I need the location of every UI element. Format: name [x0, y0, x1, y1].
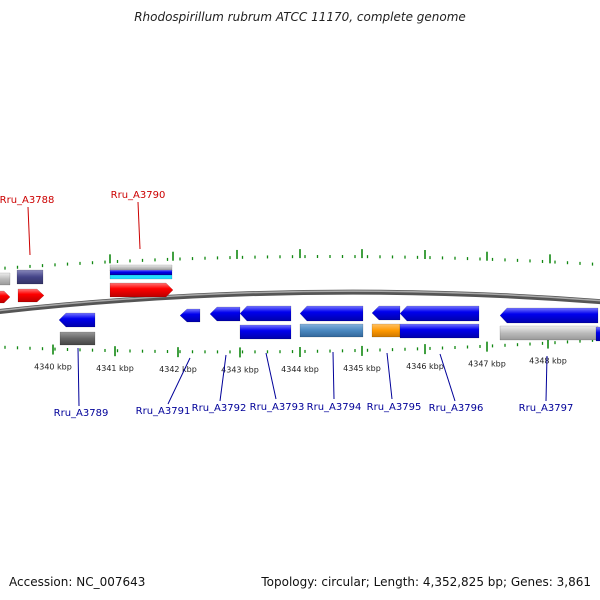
tick-label: 4345 kbp — [343, 364, 381, 373]
tick-label: 4346 kbp — [406, 362, 444, 371]
gene-leader-line — [27, 206, 31, 256]
tick-label: 4347 kbp — [468, 360, 506, 369]
gene-feature[interactable] — [0, 272, 11, 286]
gene-feature[interactable] — [371, 305, 401, 321]
tick-label: 4340 kbp — [34, 363, 72, 372]
gene-label[interactable]: Rru_A3797 — [519, 403, 574, 414]
genome-summary-text: Topology: circular; Length: 4,352,825 bp… — [261, 575, 591, 589]
gene-leader-line — [167, 357, 191, 405]
gene-label[interactable]: Rru_A3788 — [0, 195, 54, 206]
genome-backbone — [0, 289, 600, 314]
accession-text: Accession: NC_007643 — [9, 575, 146, 589]
gene-feature[interactable] — [0, 290, 11, 304]
gene-feature[interactable] — [109, 282, 174, 298]
gene-label[interactable]: Rru_A3793 — [250, 402, 305, 413]
gene-label[interactable]: Rru_A3796 — [429, 403, 484, 414]
genome-title: Rhodospirillum rubrum ATCC 11170, comple… — [134, 10, 466, 24]
gene-label[interactable]: Rru_A3789 — [54, 408, 109, 419]
tick-layer: 4340 kbp 4341 kbp 4342 kbp 4343 kbp 4344 kbp… — [4, 249, 594, 374]
tick-label: 4342 kbp — [159, 365, 197, 374]
gene-feature[interactable] — [595, 326, 600, 342]
gene-feature[interactable] — [109, 274, 173, 280]
gene-leader-line — [545, 355, 548, 402]
tick-label: 4348 kbp — [529, 357, 567, 366]
gene-leader-line — [77, 347, 80, 407]
tick-label: 4341 kbp — [96, 364, 134, 373]
gene-leader-line — [332, 351, 335, 400]
gene-feature[interactable] — [399, 305, 480, 322]
gene-leader-line — [219, 354, 227, 402]
tick-label: 4344 kbp — [281, 365, 319, 374]
gene-feature[interactable] — [299, 305, 364, 322]
gene-feature[interactable] — [59, 331, 96, 346]
gene-feature[interactable] — [299, 323, 364, 338]
gene-layer — [0, 264, 600, 346]
gene-label[interactable]: Rru_A3792 — [192, 403, 247, 414]
gene-feature[interactable] — [399, 323, 480, 339]
gene-feature[interactable] — [109, 269, 173, 276]
gene-label[interactable]: Rru_A3794 — [307, 402, 362, 413]
gene-feature[interactable] — [499, 325, 599, 341]
tick-label: 4343 kbp — [221, 365, 259, 374]
gene-feature[interactable] — [239, 324, 292, 340]
gene-feature[interactable] — [499, 307, 599, 324]
gene-label[interactable]: Rru_A3791 — [136, 406, 191, 417]
gene-feature[interactable] — [371, 323, 401, 338]
gene-leader-line — [137, 201, 141, 250]
genome-backbone-highlight — [0, 290, 600, 312]
gene-label[interactable]: Rru_A3795 — [367, 402, 422, 413]
gene-feature[interactable] — [17, 288, 45, 303]
gene-feature[interactable] — [239, 305, 292, 322]
gene-label[interactable]: Rru_A3790 — [111, 190, 166, 201]
gene-feature[interactable] — [58, 312, 96, 328]
gene-leader-line — [439, 353, 456, 402]
gene-leader-line — [386, 352, 393, 400]
gene-leader-line — [265, 352, 277, 400]
gene-feature[interactable] — [179, 308, 201, 323]
gene-feature[interactable] — [209, 306, 241, 322]
gene-feature[interactable] — [16, 269, 44, 285]
